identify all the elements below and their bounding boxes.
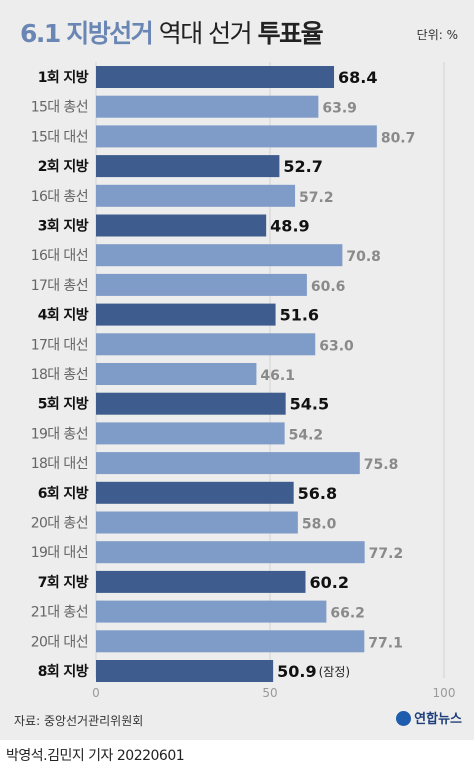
value-label: 54.5 [290,395,329,414]
bar [96,333,316,356]
category-label: 7회 지방 [38,574,89,591]
value-label: 60.6 [311,279,346,295]
yonhap-logo: 연합뉴스 [396,708,462,727]
value-label: 48.9 [270,217,309,236]
byline: 박영석.김민지 기자 20220601 [6,748,185,764]
value-label: 56.8 [298,484,337,503]
source-note: 자료: 중앙선거관리위원회 [14,714,144,728]
value-label: 77.2 [369,546,404,562]
value-label: 63.9 [322,101,357,117]
bar [96,184,296,207]
category-label: 2회 지방 [38,158,89,175]
bar [96,570,306,593]
value-label: 46.1 [260,368,295,384]
bar [96,422,285,445]
logo-text: 연합뉴스 [414,712,462,727]
value-label: 63.0 [319,338,354,354]
bar [96,660,274,682]
turnout-bar-chart: 0 50 100 1회 지방 68.4 15대 총선 63.9 15대 대선 80.7 2회 지방… [31,62,456,700]
bar [96,452,360,475]
category-label: 17대 대선 [31,337,88,353]
provisional-note: (잠정) [319,665,350,679]
category-label: 5회 지방 [38,396,89,413]
category-label: 4회 지방 [38,307,89,324]
category-label: 20대 대선 [31,634,88,650]
category-label: 18대 대선 [31,456,88,472]
category-label: 3회 지방 [38,218,89,235]
x-tick-label: 100 [433,686,456,700]
bar [96,125,377,148]
title-turnout: 투표율 [257,19,324,48]
bar [96,273,307,296]
category-label: 15대 대선 [31,129,88,145]
x-tick-label: 50 [262,686,277,700]
value-label: 50.9 [277,662,316,681]
category-label: 15대 총선 [31,100,88,116]
bar [96,600,327,623]
value-label: 80.7 [381,130,416,146]
title-date: 6.1 [20,19,61,48]
bar [96,155,280,178]
value-label: 52.7 [283,157,322,176]
category-label: 20대 총선 [31,516,88,532]
bar [96,214,267,237]
bar [96,392,286,415]
bar [96,541,365,564]
category-label: 18대 총선 [31,367,88,383]
bar [96,244,343,267]
value-label: 66.2 [330,606,365,622]
title-past: 역대 선거 [158,19,253,48]
value-label: 51.6 [280,306,319,325]
bar [96,363,257,385]
unit-label: 단위: % [416,28,458,42]
category-label: 8회 지방 [38,663,89,680]
value-label: 57.2 [299,190,334,206]
bar [96,630,365,653]
value-label: 54.2 [289,427,324,443]
category-label: 19대 대선 [31,545,88,561]
category-label: 16대 대선 [31,248,88,264]
value-label: 68.4 [338,68,377,87]
value-label: 60.2 [309,573,348,592]
value-label: 70.8 [346,249,381,265]
bar [96,66,335,88]
category-label: 16대 총선 [31,189,88,205]
category-label: 6회 지방 [38,485,89,502]
bar [96,95,319,118]
value-label: 75.8 [364,457,399,473]
bar [96,481,294,504]
bar [96,303,276,326]
bar [96,511,298,534]
x-tick-label: 0 [92,686,100,700]
category-label: 1회 지방 [38,69,89,86]
category-label: 21대 총선 [31,605,88,621]
value-label: 58.0 [302,517,337,533]
yonhap-logo-icon [396,711,412,726]
category-label: 17대 총선 [31,278,88,294]
title-election: 지방선거 [66,19,154,48]
category-label: 19대 총선 [31,426,88,442]
chart-title: 6.1 지방선거 역대 선거 투표율 [20,14,324,50]
value-label: 77.1 [368,635,403,651]
